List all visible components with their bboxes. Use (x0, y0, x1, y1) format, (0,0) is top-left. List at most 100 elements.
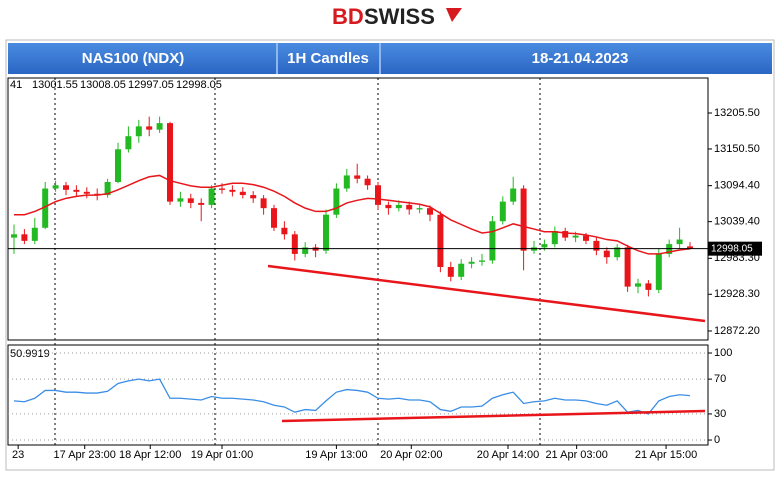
candle-body (156, 123, 163, 130)
candle-body (655, 253, 662, 290)
candle-body (291, 234, 298, 254)
candle-body (447, 267, 454, 277)
candle-body (146, 126, 153, 130)
candle-body (385, 204, 392, 209)
candle-body (624, 247, 631, 287)
candle-body (135, 126, 142, 137)
candle-body (520, 188, 527, 251)
candle-body (250, 195, 257, 199)
candle-body (645, 283, 652, 290)
price-pane (7, 77, 709, 341)
brand-swiss: SWISS (364, 4, 435, 29)
ohlc-close: 12998.05 (176, 79, 222, 91)
x-tick-label: 23 (12, 449, 24, 461)
ohlc-low: 12997.05 (128, 79, 174, 91)
candle-body (219, 188, 225, 190)
candle-body (271, 208, 277, 228)
y-tick-label: 12928.30 (714, 288, 760, 300)
header-dates: 18-21.04.2023 (532, 50, 629, 67)
candle-body (541, 244, 548, 248)
candle-body (323, 214, 329, 251)
x-tick-label: 21 Apr 03:00 (545, 449, 607, 461)
candle-body (343, 175, 350, 189)
day-separators (54, 78, 541, 445)
y-tick-label: 100 (714, 347, 732, 359)
x-tick-label: 20 Apr 02:00 (380, 449, 442, 461)
x-tick-label: 21 Apr 15:00 (635, 449, 697, 461)
candle-body (83, 191, 90, 194)
candle-body (198, 202, 205, 205)
candle-body (229, 189, 236, 192)
candle-body (458, 263, 465, 277)
candle-body (614, 247, 621, 258)
candle-body (167, 123, 173, 202)
y-tick-label: 30 (714, 408, 726, 420)
candle-body (562, 231, 569, 238)
rsi-pane (7, 344, 709, 446)
candle-body (187, 198, 194, 203)
brand-mark (446, 8, 462, 22)
candle-body (510, 188, 517, 202)
candle-body (302, 247, 309, 254)
rsi-value: 50.9919 (10, 348, 50, 360)
candle-body (676, 239, 683, 245)
candle-body (593, 240, 600, 251)
candle-body (479, 260, 485, 262)
candle-body (635, 283, 641, 287)
candle-body (468, 261, 475, 264)
candle-body (437, 214, 444, 268)
x-tick-label: 20 Apr 14:00 (477, 449, 539, 461)
candle-body (104, 181, 111, 196)
ohlc-open: 13001.55 (32, 79, 78, 91)
symbol-code: 41 (10, 79, 22, 91)
candle-body (73, 189, 80, 192)
rsi-trend-line (281, 409, 706, 423)
ohlc-high: 13008.05 (80, 79, 126, 91)
candle-body (499, 201, 506, 222)
candle-body (416, 208, 423, 210)
candle-body (52, 185, 59, 189)
candle-body (21, 234, 28, 241)
candle-body (364, 178, 371, 186)
candle-body (603, 250, 610, 258)
x-tick-label: 19 Apr 01:00 (191, 449, 253, 461)
candle-body (42, 188, 49, 228)
y-tick-label: 70 (714, 373, 726, 385)
candle-body (115, 149, 121, 182)
y-tick-label: 12872.20 (714, 325, 760, 337)
candle-body (687, 246, 693, 249)
y-tick-label: 13150.50 (714, 143, 760, 155)
candle-body (395, 204, 402, 209)
rsi-line (13, 378, 691, 415)
header-instrument: NAS100 (NDX) (82, 50, 185, 67)
price-label-box (708, 241, 762, 256)
candle-body (489, 221, 496, 261)
candle-body (208, 188, 215, 205)
candle-body (281, 227, 288, 235)
frame (5, 39, 775, 471)
y-tick-label: 13094.40 (714, 180, 760, 192)
header-bar (8, 43, 772, 74)
header-timeframe: 1H Candles (287, 50, 369, 67)
x-tick-label: 19 Apr 13:00 (305, 449, 367, 461)
candle-body (406, 204, 413, 210)
candle-body (125, 136, 132, 150)
y-tick-label: 13039.40 (714, 216, 760, 228)
candle-body (572, 235, 579, 238)
brand-bd: BD (332, 4, 364, 29)
candle-body (177, 198, 184, 202)
candle-body (333, 188, 340, 215)
candle-body (239, 191, 246, 196)
candle-body (260, 198, 267, 209)
x-tick-label: 17 Apr 23:00 (54, 449, 116, 461)
y-tick-label: 0 (714, 434, 720, 446)
ema-line (14, 174, 691, 255)
candle-body (11, 234, 17, 238)
candle-body (63, 185, 69, 190)
trend-line (267, 264, 706, 323)
price-label: 12998.05 (711, 243, 753, 254)
candle-body (354, 175, 361, 179)
candle-body (427, 208, 433, 215)
